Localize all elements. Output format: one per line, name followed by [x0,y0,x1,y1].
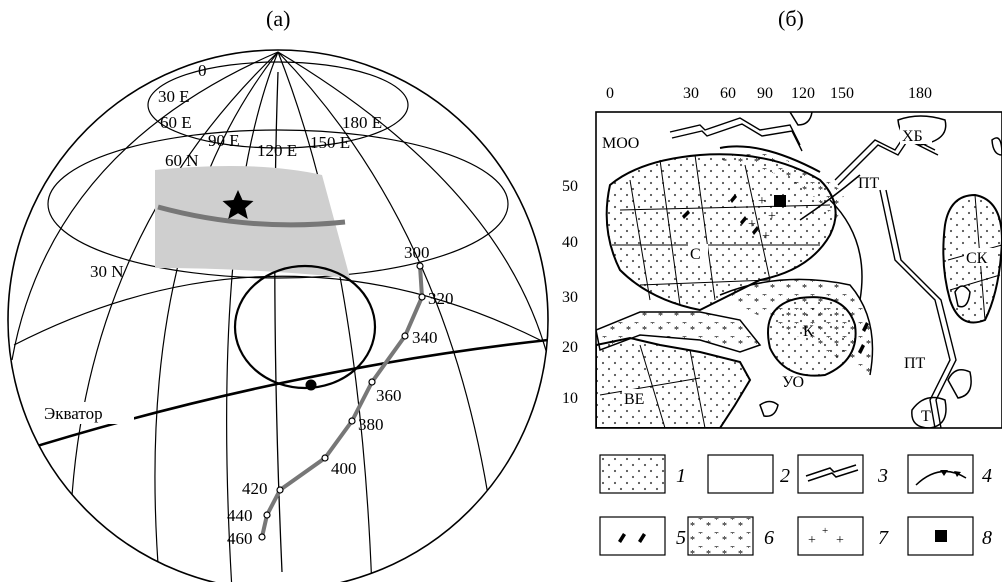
age-label-420: 420 [242,479,268,498]
age-label-340: 340 [412,328,438,347]
svg-text:+: + [836,533,844,548]
legend: + + + [599,454,974,556]
x-tick-120: 120 [791,85,815,102]
region-ck: СК [966,250,988,267]
y-tick-50: 50 [562,178,578,195]
confidence-ellipse [233,264,377,390]
legend-label-8: 8 [982,527,992,549]
panel-b-label: (б) [778,6,804,31]
age-label-360: 360 [376,386,402,405]
legend-label-7: 7 [878,527,889,549]
map-body: ++++ [596,112,1002,428]
legend-swatch-2 [707,454,774,494]
x-tick-60: 60 [720,85,736,102]
lat-label-30n: 30 N [90,262,124,281]
region-k: К [803,323,814,340]
lon-label-120e: 120 E [257,141,297,160]
age-label-460: 460 [227,529,253,548]
svg-text:+: + [748,217,756,232]
equator-label: Экватор [44,404,103,423]
lon-label-180e: 180 E [342,113,382,132]
legend-swatch-6 [687,516,754,556]
y-tick-30: 30 [562,289,578,306]
svg-text:+: + [762,229,770,244]
paleolatitude-band [157,204,346,228]
legend-swatch-4 [907,454,974,494]
age-label-380: 380 [358,415,384,434]
legend-label-6: 6 [764,527,774,549]
x-tick-150: 150 [830,85,854,102]
age-label-400: 400 [331,459,357,478]
star-icon [222,190,254,219]
apwp-points [258,262,426,541]
region-t: Т [921,408,931,425]
lon-label-90e: 90 E [208,131,240,150]
age-label-300: 300 [404,243,430,262]
y-tick-10: 10 [562,390,578,407]
region-pt-south: ПТ [904,355,926,372]
legend-swatch-1 [599,454,666,494]
region-ve: ВЕ [624,391,644,408]
region-pt-north: ПТ [858,175,880,192]
x-tick-90: 90 [757,85,773,102]
region-uo: УО [782,374,804,391]
svg-text:+: + [768,209,776,224]
legend-swatch-7 [797,516,864,556]
legend-swatch-5 [599,516,666,556]
age-label-440: 440 [227,506,253,525]
lon-label-0: 0 [198,61,207,80]
panel-a-label: (a) [266,6,290,31]
y-tick-20: 20 [562,339,578,356]
legend-label-2: 2 [780,465,790,487]
lat-label-60n: 60 N [165,151,199,170]
x-tick-180: 180 [908,85,932,102]
legend-label-4: 4 [982,465,992,487]
x-tick-30: 30 [683,85,699,102]
x-tick-0: 0 [606,85,614,102]
lon-label-150e: 150 E [310,133,350,152]
globe-graticule [11,51,548,582]
panel-a: (a) [7,6,549,582]
legend-label-3: 3 [877,465,888,487]
map-frame [595,111,1002,429]
svg-text:+: + [822,525,828,537]
lon-label-60e: 60 E [160,113,192,132]
region-c: С [690,246,701,263]
panel-b: (б) 0 30 60 90 120 150 180 50 40 30 20 1… [562,6,1002,556]
y-tick-40: 40 [562,234,578,251]
globe-outline [7,49,549,582]
age-label-320: 320 [428,289,454,308]
lon-label-30e: 30 E [158,87,190,106]
svg-text:+: + [808,533,816,548]
pole-dot [305,379,317,391]
legend-label-5: 5 [676,527,686,549]
region-moo: МОО [602,135,639,152]
legend-label-1: 1 [676,465,686,487]
region-hb: ХБ [902,128,923,145]
svg-text:+: + [758,194,766,209]
